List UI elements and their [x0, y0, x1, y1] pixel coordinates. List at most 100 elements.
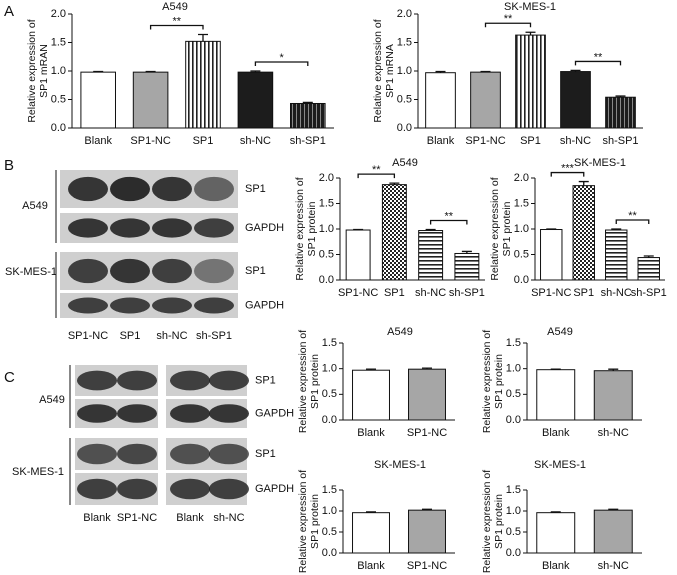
- chart-title: SK-MES-1: [534, 459, 586, 471]
- blot-band: [117, 370, 157, 391]
- bar: [381, 184, 407, 281]
- chart-title: SK-MES-1: [374, 459, 426, 471]
- significance-label: **: [372, 164, 381, 176]
- chart-title: SK-MES-1: [574, 157, 626, 169]
- y-axis-label: SP1 protein: [501, 201, 513, 256]
- lane-label: sh-NC: [156, 330, 187, 342]
- y-axis-label: SP1 protein: [306, 201, 318, 256]
- blot-band: [77, 478, 117, 500]
- y-axis-label: SP1 mRAN: [38, 44, 50, 98]
- y-tick-label: 0.0: [319, 274, 334, 286]
- bar: [637, 257, 660, 281]
- y-axis-label: SP1 protein: [309, 354, 321, 409]
- lane-label: SP1-NC: [68, 330, 108, 342]
- significance-label: **: [628, 210, 637, 222]
- chart-title: A549: [392, 157, 418, 169]
- error-bar: [570, 69, 581, 72]
- cell-line-label: SK-MES-1: [12, 466, 64, 478]
- bar: [345, 229, 371, 281]
- x-tick-label: SP1: [384, 287, 405, 299]
- panel-label: A: [4, 3, 14, 20]
- bar: [593, 509, 633, 554]
- error-bar: [608, 368, 619, 371]
- cell-line-label: A549: [22, 200, 48, 212]
- significance-bracket: [357, 173, 396, 179]
- blot-band: [77, 370, 117, 391]
- lane-label: SP1: [120, 330, 141, 342]
- blot-band: [68, 258, 108, 284]
- blot-band: [209, 370, 249, 391]
- error-bar: [250, 70, 261, 73]
- y-tick-label: 1.5: [397, 36, 412, 48]
- x-tick-label: Blank: [542, 427, 570, 439]
- x-tick-label: Blank: [357, 427, 385, 439]
- blot-band: [170, 478, 210, 500]
- blot-band: [110, 176, 150, 202]
- x-tick-label: SP1: [520, 135, 541, 147]
- x-tick-label: sh-NC: [560, 135, 591, 147]
- x-tick-label: Blank: [427, 135, 455, 147]
- blot-band: [77, 404, 117, 423]
- bar: [290, 102, 326, 129]
- significance-bracket: [574, 60, 622, 66]
- y-axis-label: Relative expression of: [297, 470, 309, 573]
- x-tick-label: sh-SP1: [449, 287, 485, 299]
- error-bar: [366, 511, 376, 513]
- error-bar: [302, 101, 313, 104]
- error-bar: [480, 70, 491, 73]
- blot-band: [68, 176, 108, 202]
- bar: [572, 185, 595, 281]
- blot-row-label: SP1: [255, 374, 276, 386]
- y-tick-label: 2.0: [51, 8, 66, 20]
- error-bar: [550, 511, 561, 513]
- x-tick-label: sh-SP1: [602, 135, 638, 147]
- blot-band: [170, 404, 210, 423]
- y-tick-label: 1.0: [51, 65, 66, 77]
- bar: [418, 230, 444, 281]
- error-bar: [366, 368, 376, 371]
- error-bar: [93, 70, 104, 73]
- x-tick-label: sh-NC: [598, 427, 629, 439]
- error-bar: [422, 367, 432, 370]
- y-axis-label: SP1 protein: [309, 494, 321, 549]
- blot-row-label: SP1: [255, 448, 276, 460]
- y-tick-label: 0.5: [506, 526, 521, 538]
- significance-label: *: [279, 52, 284, 64]
- x-tick-label: SP1: [193, 135, 214, 147]
- significance-bracket: [484, 22, 532, 28]
- blot-band: [117, 443, 157, 465]
- x-tick-label: sh-SP1: [290, 135, 326, 147]
- significance-bracket: [615, 219, 650, 224]
- y-tick-label: 2.0: [514, 172, 529, 184]
- chart-title: A549: [387, 326, 413, 338]
- blot-band: [209, 443, 249, 465]
- blot-band: [170, 370, 210, 391]
- bar: [536, 512, 576, 554]
- error-bar: [643, 255, 654, 258]
- blot-band: [110, 218, 150, 238]
- significance-bracket: [429, 219, 468, 225]
- error-bar: [608, 508, 619, 511]
- blot-row-label: SP1: [245, 265, 266, 277]
- y-tick-label: 1.5: [51, 36, 66, 48]
- y-tick-label: 0.0: [322, 547, 337, 559]
- bar: [352, 369, 390, 421]
- blot-band: [117, 404, 157, 423]
- blot-band: [152, 176, 192, 202]
- x-tick-label: Blank: [542, 560, 570, 572]
- y-axis-label: Relative expression of: [297, 330, 309, 433]
- lane-label: sh-NC: [213, 512, 244, 524]
- y-tick-label: 0.5: [322, 388, 337, 400]
- x-tick-label: SP1: [573, 287, 594, 299]
- significance-bracket: [149, 24, 204, 30]
- blot-band: [117, 478, 157, 500]
- blot-band: [194, 176, 234, 202]
- panel-label: C: [4, 369, 15, 386]
- y-axis-label: Relative expression of: [372, 19, 384, 122]
- y-tick-label: 1.0: [506, 505, 521, 517]
- cell-line-label: SK-MES-1: [5, 266, 57, 278]
- y-tick-label: 1.0: [322, 363, 337, 375]
- blot-band: [194, 258, 234, 284]
- y-tick-label: 1.5: [319, 197, 334, 209]
